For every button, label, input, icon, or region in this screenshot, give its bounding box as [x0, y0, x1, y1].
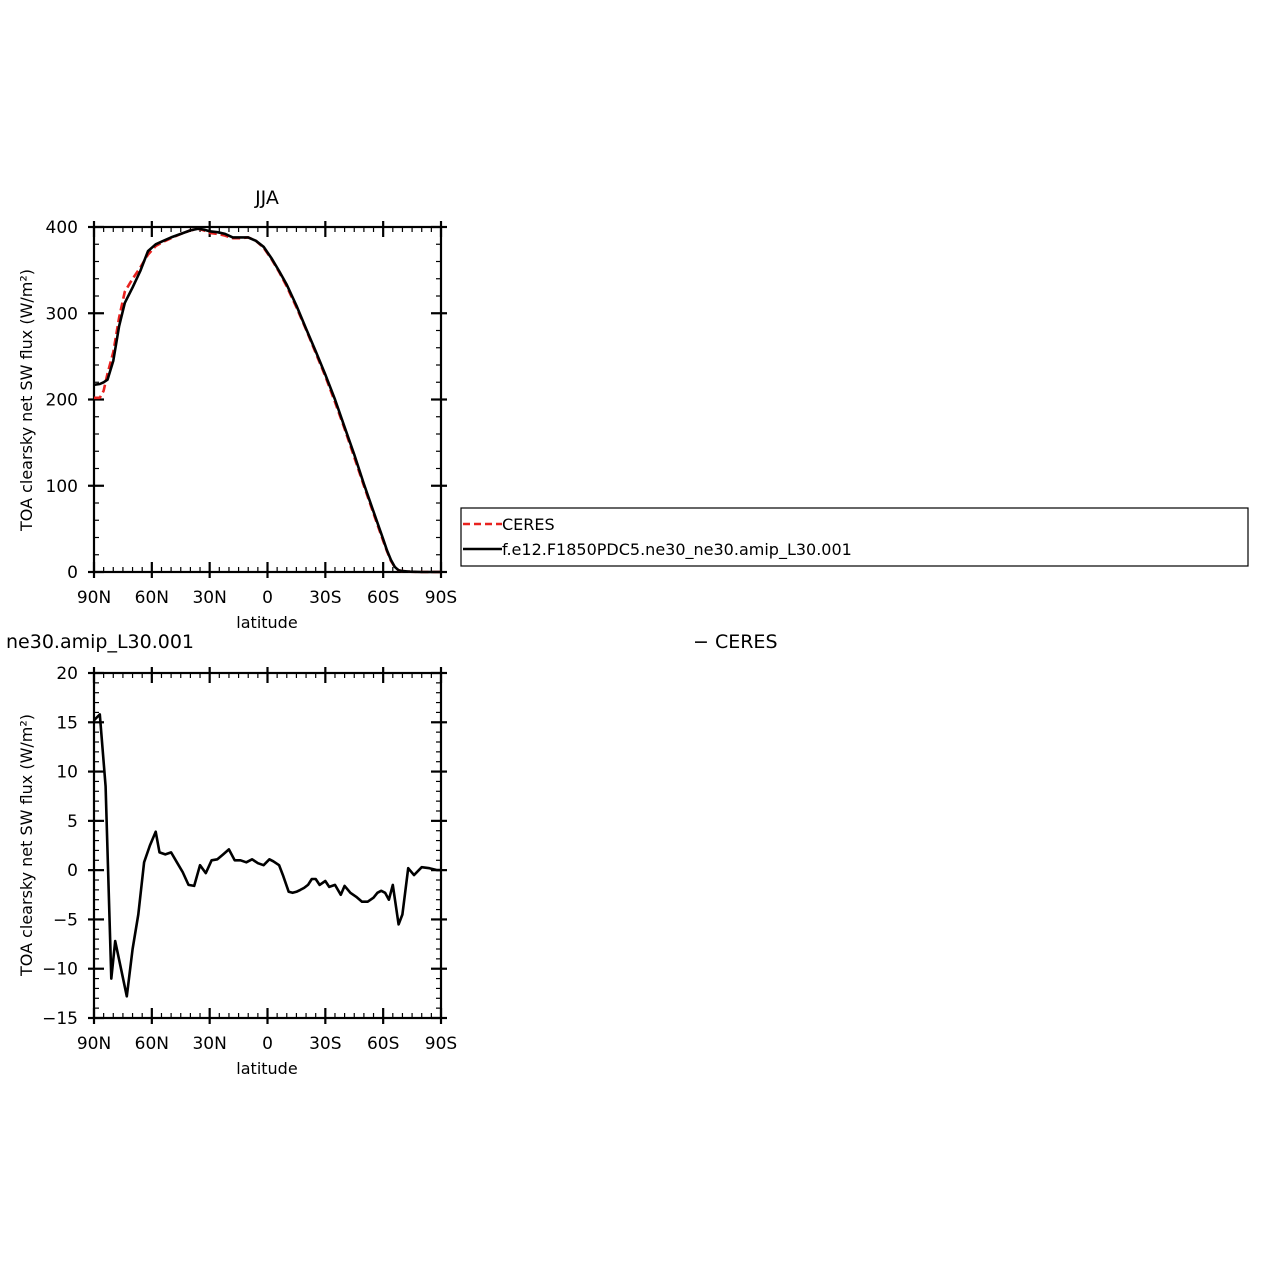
legend-label-model: f.e12.F1850PDC5.ne30_ne30.amip_L30.001: [502, 540, 852, 560]
top-series-line-1: [93, 227, 441, 574]
top-panel: JJA 90N 60N 30N 0 30S 60S 90S 0 100 200 300 400 lat…: [17, 187, 457, 632]
bottom-panel: ne30.amip_L30.001 − CERES 90N 60N 30N 0 30S 6…: [6, 631, 778, 1078]
x-tick-label: 60N: [135, 1034, 169, 1054]
x-tick-label: 60S: [367, 1034, 399, 1054]
x-tick-label: 30N: [192, 1034, 226, 1054]
y-tick-label: 0: [67, 861, 78, 881]
legend-box: [460, 507, 1249, 567]
x-tick-label: 0: [262, 588, 273, 608]
top-y-axis-title: TOA clearsky net SW flux (W/m²): [17, 269, 36, 532]
top-series-line-0: [94, 227, 441, 574]
y-tick-label: −15: [42, 1009, 78, 1029]
top-plot-frame: [92, 225, 443, 574]
x-tick-label: 90N: [77, 1034, 111, 1054]
y-tick-label: 300: [46, 304, 78, 324]
bottom-plot-frame: [92, 671, 443, 1020]
x-tick-label: 30N: [192, 588, 226, 608]
x-tick-label: 90N: [77, 588, 111, 608]
x-tick-label: 30S: [309, 588, 341, 608]
x-tick-label: 60S: [367, 588, 399, 608]
y-tick-label: −5: [53, 910, 78, 930]
y-tick-label: −10: [42, 960, 78, 980]
x-tick-label: 30S: [309, 1034, 341, 1054]
top-panel-title: JJA: [254, 187, 279, 209]
y-tick-label: 10: [56, 763, 78, 783]
y-tick-label: 0: [67, 563, 78, 583]
top-x-axis-title: latitude: [236, 613, 297, 632]
top-plot-area: 90N 60N 30N 0 30S 60S 90S 0 100 200 300 400: [46, 218, 458, 608]
legend-label-ceres: CERES: [502, 515, 555, 534]
bottom-panel-title-left: ne30.amip_L30.001: [6, 631, 194, 653]
x-tick-label: 0: [262, 1034, 273, 1054]
bottom-y-axis-title: TOA clearsky net SW flux (W/m²): [17, 714, 36, 977]
x-tick-label: 90S: [425, 1034, 457, 1054]
x-tick-label: 90S: [425, 588, 457, 608]
y-tick-label: 5: [67, 812, 78, 832]
y-tick-label: 400: [46, 218, 78, 238]
bottom-panel-title-right: − CERES: [693, 631, 778, 653]
bottom-plot-area: 90N 60N 30N 0 30S 60S 90S −15 −10 −5 0 5 10 15 20: [42, 664, 457, 1054]
bottom-x-axis-title: latitude: [236, 1059, 297, 1078]
y-tick-label: 200: [46, 391, 78, 411]
x-tick-label: 60N: [135, 588, 169, 608]
bottom-series-line-0: [93, 713, 441, 998]
legend: CERES f.e12.F1850PDC5.ne30_ne30.amip_L30…: [460, 507, 1249, 567]
y-tick-label: 15: [56, 713, 78, 733]
y-tick-label: 20: [56, 664, 78, 684]
y-tick-label: 100: [46, 477, 78, 497]
